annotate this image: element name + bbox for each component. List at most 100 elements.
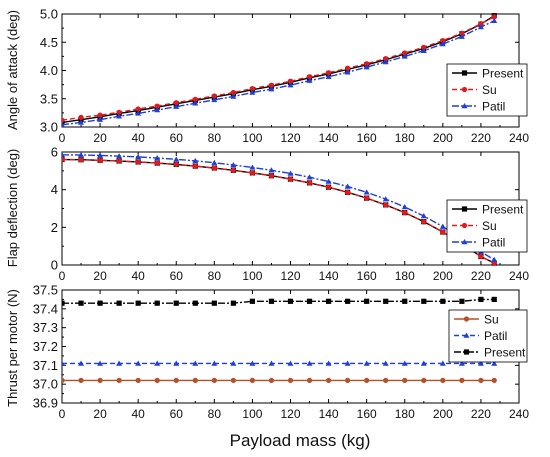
data-point [306,74,313,80]
data-point [211,93,217,99]
data-point [154,377,160,383]
data-point [459,377,465,383]
data-point [440,37,446,44]
data-point [211,165,217,171]
data-point [325,73,332,79]
legend-label: Su [484,313,499,327]
data-point [402,210,408,216]
chart-panel-2: 0 20 40 60 80 100 120 140 160 180 200 220 240 0 2 4 6 Fla… [5,145,529,284]
data-point [192,100,199,106]
data-point [62,377,65,383]
data-point [154,107,161,113]
x-tick-label: 240 [509,131,529,145]
data-point [62,151,65,158]
data-point [491,14,497,20]
data-point [477,360,484,366]
data-point [402,298,408,304]
x-tick-label: 20 [93,269,107,283]
data-point [154,300,160,306]
data-point [287,360,294,366]
x-tick-label: 80 [208,269,222,283]
x-tick-label: 140 [319,407,339,421]
series-patil [62,17,498,127]
data-point [401,53,408,59]
data-point [287,298,294,304]
data-point [401,360,408,366]
data-point [249,298,256,304]
data-point [154,160,160,166]
data-point [116,109,122,115]
x-tick-label: 240 [509,269,529,283]
data-point [268,167,275,173]
x-tick-label: 40 [131,131,145,145]
x-tick-label: 0 [59,269,66,283]
chart-panel-1: 0 20 40 60 80 100 120 140 160 180 200 220 240 3.0 3.5 4… [5,7,529,146]
data-point [97,112,103,118]
data-point [420,47,427,53]
data-point [477,24,484,30]
data-point [491,360,498,366]
y-tick-label: 4.5 [40,35,58,50]
data-point [459,298,465,304]
data-point [458,33,465,39]
data-point [478,21,484,27]
data-point [344,183,351,189]
data-point [363,189,370,195]
x-tick-label: 100 [242,407,262,421]
data-point [135,360,142,366]
legend-marker [461,206,468,212]
data-point [439,40,446,47]
data-point [287,377,294,383]
data-point [306,377,313,383]
data-point [383,377,389,383]
y-tick-label: 37.0 [33,377,58,392]
data-point [192,163,198,169]
data-point [478,253,484,260]
data-point [440,298,446,304]
x-tick-label: 160 [357,407,377,421]
data-point [268,377,275,383]
legend-marker [463,332,470,338]
legend-label: Su [482,219,497,233]
legend-label: Patil [482,236,505,250]
y-tick-label: 37.5 [33,283,58,298]
data-point [78,152,85,158]
data-point [364,377,370,383]
data-point [62,119,65,126]
x-tick-label: 160 [357,269,377,283]
data-point [97,116,104,122]
legend-label: Patil [484,329,507,343]
data-point [382,59,389,65]
y-axis-label: Angle of attack (deg) [5,10,20,130]
data-point [62,300,65,306]
x-tick-label: 20 [93,131,107,145]
x-tick-label: 40 [131,269,145,283]
x-tick-label: 80 [208,131,222,145]
data-point [325,178,332,184]
x-tick-label: 180 [395,131,415,145]
y-tick-label: 3.0 [40,120,58,135]
x-tick-label: 40 [131,407,145,421]
data-point [402,377,408,383]
data-point [78,360,85,366]
series-patil [62,360,498,366]
legend-marker [461,103,468,109]
data-point [211,96,218,103]
data-point [135,377,141,383]
x-tick-label: 240 [509,407,529,421]
x-tick-label: 20 [93,407,107,421]
data-point [78,119,85,125]
data-point [173,156,180,162]
data-point [491,256,498,262]
data-point [154,360,161,366]
data-point [154,103,160,109]
series-line [62,298,495,304]
x-tick-label: 120 [280,407,300,421]
data-point [491,296,497,303]
data-point [211,377,217,383]
data-point [230,162,237,168]
x-tick-label: 100 [242,269,262,283]
data-point [230,167,236,173]
data-point [306,180,313,186]
data-point [230,93,237,99]
